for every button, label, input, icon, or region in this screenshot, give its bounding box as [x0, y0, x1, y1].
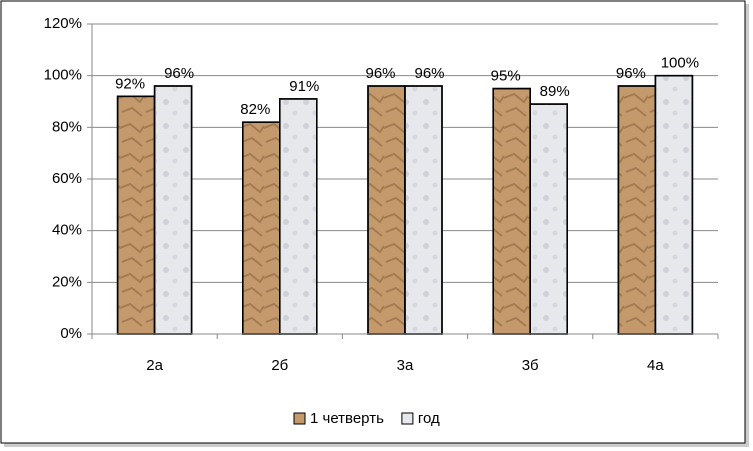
data-label: 91% [289, 78, 319, 95]
data-label: 92% [115, 75, 145, 92]
data-label: 100% [661, 55, 699, 72]
bar-texture [617, 85, 657, 335]
bar-texture [242, 121, 281, 335]
y-tick-label: 20% [52, 273, 82, 290]
bar-texture [367, 85, 406, 335]
legend-swatch [401, 412, 414, 425]
y-tick-label: 100% [44, 67, 82, 84]
x-tick-label: 4а [647, 357, 664, 374]
legend-label: 1 четверть [310, 410, 384, 427]
bar-texture [153, 85, 193, 335]
legend-swatch [293, 412, 306, 425]
bar-texture [116, 95, 156, 335]
data-label: 89% [540, 83, 570, 100]
x-tick-label: 3б [522, 357, 539, 374]
y-tick-label: 0% [60, 325, 82, 342]
bar-texture [404, 85, 443, 335]
bar-texture [492, 87, 531, 335]
bar-texture [654, 74, 694, 335]
data-label: 82% [240, 101, 270, 118]
x-tick-label: 3а [397, 357, 414, 374]
y-tick-label: 80% [52, 118, 82, 135]
y-tick-label: 40% [52, 222, 82, 239]
bar-texture [529, 103, 568, 335]
data-label: 95% [491, 68, 521, 85]
data-label: 96% [164, 65, 194, 82]
legend-label: год [418, 410, 440, 427]
x-tick-label: 2а [146, 357, 163, 374]
y-tick-label: 60% [52, 170, 82, 187]
bar-texture [279, 98, 318, 335]
y-tick-label: 120% [44, 15, 82, 32]
data-label: 96% [365, 65, 395, 82]
data-label: 96% [414, 65, 444, 82]
data-label: 96% [616, 65, 646, 82]
x-tick-label: 2б [271, 357, 288, 374]
